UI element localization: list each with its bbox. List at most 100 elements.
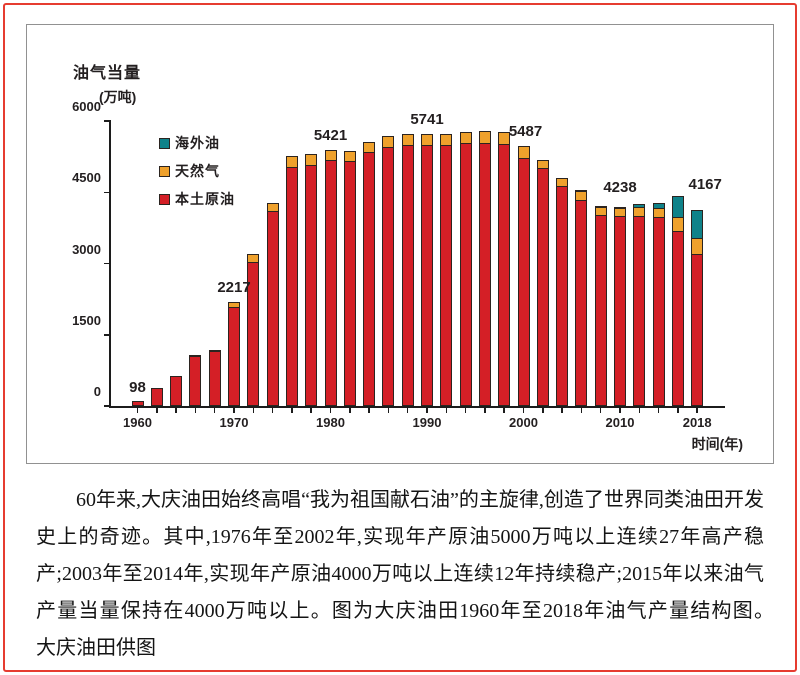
bar-segment-本土原油	[208, 351, 221, 406]
bar-segment-本土原油	[691, 253, 704, 406]
x-axis-tick-label: 1990	[412, 415, 442, 430]
legend-label: 海外油	[175, 135, 220, 151]
y-axis-tick-label: 4500	[72, 170, 101, 186]
caption-paragraph: 60年来,大庆油田始终高唱“我为祖国献石油”的主旋律,创造了世界同类油田开发史上…	[36, 489, 800, 659]
x-axis-tick	[271, 408, 274, 413]
bar-1964	[170, 376, 183, 406]
x-axis-tick	[368, 408, 370, 413]
legend-label: 天然气	[175, 163, 220, 179]
plot-area: 海外油 天然气 本土原油 0 1500 3000 4500 6000 1960 1970 1980…	[72, 99, 725, 430]
x-axis-tick	[484, 408, 486, 413]
bar-2004	[556, 178, 569, 406]
x-axis-tick-label: 1970	[219, 415, 249, 430]
bar-segment-本土原油	[421, 145, 433, 406]
bar-segment-本土原油	[556, 185, 569, 406]
bar-segment-本土原油	[285, 166, 298, 406]
bar-value-label-1990: 5741	[410, 111, 444, 129]
bar-2000	[517, 146, 530, 406]
bar-2010	[614, 206, 626, 406]
x-axis-tick	[233, 408, 235, 413]
x-axis-title: 时间(年)	[691, 436, 743, 452]
bar-1982	[343, 150, 356, 406]
bar-1988	[401, 133, 414, 406]
chart-legend: 海外油天然气本土原油	[159, 129, 235, 213]
x-axis-tick	[213, 408, 216, 413]
x-axis-tick-label: 1960	[123, 415, 152, 430]
bar-segment-本土原油	[517, 157, 530, 406]
bar-segment-天然气	[691, 238, 704, 255]
bar-segment-本土原油	[440, 145, 453, 406]
x-axis-tick	[599, 408, 602, 413]
y-axis-tick-label: 0	[93, 384, 101, 399]
bar-2012	[633, 203, 646, 406]
legend-item-海外油: 海外油	[159, 129, 235, 157]
bar-2018	[691, 210, 704, 406]
bar-1968	[208, 350, 221, 406]
bar-1994	[459, 131, 472, 406]
bar-segment-本土原油	[633, 216, 646, 406]
x-axis-tick	[677, 408, 679, 413]
x-axis-tick	[464, 408, 467, 413]
x-axis-tick-label: 1980	[316, 415, 345, 430]
legend-label: 本土原油	[175, 191, 235, 207]
bar-1974	[266, 202, 279, 406]
bar-1998	[498, 132, 511, 406]
bar-1996	[478, 131, 491, 406]
bar-2008	[594, 205, 607, 406]
y-axis-tick-label: 6000	[72, 99, 101, 114]
bar-1960	[131, 401, 144, 406]
bar-segment-本土原油	[266, 210, 279, 406]
y-axis-tick	[104, 334, 111, 336]
x-axis-tick	[194, 408, 197, 413]
x-axis-tick	[542, 408, 544, 413]
bar-segment-本土原油	[324, 159, 337, 406]
bar-1966	[189, 355, 202, 406]
x-axis-tick	[329, 408, 332, 413]
x-axis-tick	[175, 408, 177, 413]
x-axis-tick	[252, 408, 255, 413]
bar-value-label-1960: 98	[129, 379, 146, 397]
x-axis-tick	[657, 408, 660, 413]
bar-segment-本土原油	[247, 262, 260, 406]
bar-1984	[363, 141, 376, 406]
y-axis-tick	[104, 191, 111, 193]
bar-segment-海外油	[671, 196, 684, 218]
y-axis-tick	[104, 120, 111, 122]
x-axis-tick	[349, 408, 351, 413]
caption-block: 60年来,大庆油田始终高唱“我为祖国献石油”的主旋律,创造了世界同类油田开发史上…	[36, 482, 800, 667]
chart-title: 油气当量	[73, 65, 142, 82]
x-axis-tick	[638, 408, 641, 413]
x-axis-tick	[580, 408, 583, 413]
legend-item-天然气: 天然气	[159, 157, 235, 185]
bar-segment-本土原油	[170, 376, 183, 406]
legend-item-本土原油: 本土原油	[159, 185, 235, 213]
bar-1972	[247, 254, 260, 406]
bar-segment-本土原油	[382, 146, 395, 406]
bar-segment-本土原油	[594, 215, 607, 406]
x-axis-tick	[136, 408, 139, 413]
x-axis-tick	[387, 408, 390, 413]
x-axis-tick	[156, 408, 158, 413]
bar-1986	[382, 136, 395, 406]
x-axis-tick	[426, 408, 428, 413]
x-axis-tick	[503, 408, 505, 413]
bar-value-label-1970: 2217	[217, 278, 251, 296]
bar-segment-本土原油	[343, 160, 356, 406]
bar-segment-本土原油	[671, 230, 684, 406]
bar-segment-本土原油	[228, 306, 240, 406]
bar-1962	[150, 388, 163, 406]
bar-value-label-2018: 4167	[688, 176, 722, 194]
bar-1970	[228, 301, 240, 406]
x-axis-tick	[619, 408, 621, 413]
bar-2006	[575, 190, 588, 406]
bar-segment-本土原油	[536, 167, 549, 406]
bar-1980	[324, 149, 337, 406]
bar-segment-海外油	[691, 210, 704, 240]
bar-segment-本土原油	[498, 143, 511, 406]
x-axis-tick-label: 2000	[509, 415, 538, 430]
x-axis-tick	[522, 408, 525, 413]
legend-swatch-icon	[159, 137, 170, 149]
bar-segment-本土原油	[150, 388, 163, 406]
x-axis-tick	[696, 408, 698, 413]
bar-segment-本土原油	[652, 217, 665, 406]
